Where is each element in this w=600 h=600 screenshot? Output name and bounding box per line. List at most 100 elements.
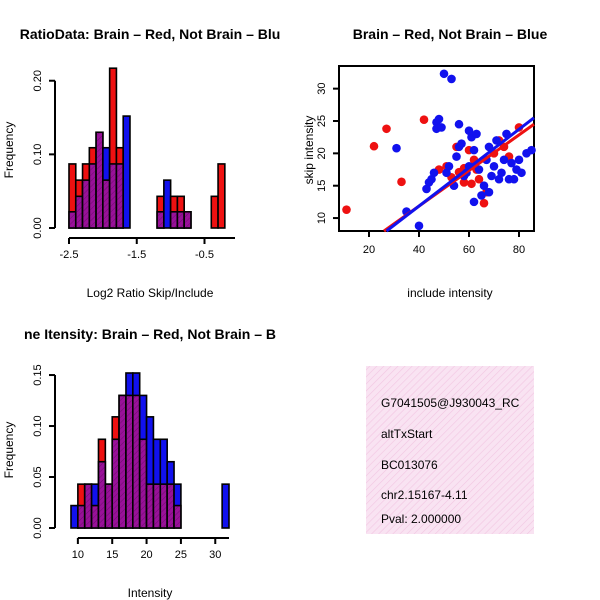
scatter-point-not-brain xyxy=(469,197,479,207)
intensity-x-tick-label: 30 xyxy=(209,549,221,561)
scatter-point-not-brain xyxy=(454,119,464,129)
ratio-x-tick-label: -0.5 xyxy=(195,249,214,261)
scatter-point-not-brain xyxy=(509,174,519,184)
scatter-title: Brain – Red, Not Brain – Blue xyxy=(353,26,548,42)
intensity-bar-overlap-hatch xyxy=(78,506,84,527)
intensity-histogram-bars xyxy=(70,372,230,529)
ratio-y-tick-label: 0.00 xyxy=(32,217,44,238)
scatter-point-not-brain xyxy=(429,168,439,178)
intensity-bar-overlap-hatch xyxy=(113,440,119,527)
scatter-point-not-brain xyxy=(492,136,501,145)
scatter-point-not-brain xyxy=(434,114,444,124)
scatter-point-not-brain xyxy=(517,168,526,178)
ratio-bar-overlap-hatch xyxy=(117,164,123,227)
scatter-point-not-brain xyxy=(514,155,524,165)
ratio-histogram-ylabel: Frequency xyxy=(2,122,16,179)
ratio-y-tick-label: 0.20 xyxy=(32,70,44,91)
intensity-bar-overlap-hatch xyxy=(106,485,112,527)
scatter-point-brain xyxy=(479,198,489,208)
intensity-bar-overlap-hatch xyxy=(175,506,180,527)
scatter-point-not-brain xyxy=(469,145,479,155)
intensity-y-tick-label: 0.00 xyxy=(32,517,44,538)
scatter-point-not-brain xyxy=(447,74,456,84)
scatter-y-tick-label: 30 xyxy=(316,83,328,95)
ratio-x-tick-label: -2.5 xyxy=(60,249,79,261)
intensity-bar-overlap-hatch xyxy=(154,485,160,527)
scatter-point-not-brain xyxy=(457,139,466,148)
ratio-bar-not-brain xyxy=(163,179,172,229)
scatter-point-brain xyxy=(397,177,406,187)
ratio-bar-overlap-hatch xyxy=(110,164,116,227)
scatter-point-brain xyxy=(342,205,351,214)
intensity-bar-overlap-hatch xyxy=(147,485,153,527)
intensity-histogram-panel: ne Itensity: Brain – Red, Not Brain – B … xyxy=(2,326,276,600)
scatter-point-not-brain xyxy=(437,123,446,132)
scatter-points xyxy=(342,69,536,231)
scatter-point-not-brain xyxy=(487,171,496,181)
fit-line-not-brain xyxy=(385,116,535,233)
ratio-bar-brain xyxy=(217,163,226,229)
scatter-point-brain xyxy=(419,115,429,125)
info-box-background xyxy=(366,366,534,534)
intensity-histogram-ylabel: Frequency xyxy=(2,422,16,479)
info-box-panel: G7041505@J930043_RC altTxStart BC013076 … xyxy=(366,366,534,534)
intensity-bar-overlap-hatch xyxy=(92,506,98,527)
scatter-x-tick-label: 60 xyxy=(463,244,475,256)
scatter-point-not-brain xyxy=(507,158,516,168)
intensity-bar-overlap-hatch xyxy=(99,462,105,527)
ratio-bar-overlap-hatch xyxy=(103,181,109,227)
ratio-bar-overlap-hatch xyxy=(83,181,89,227)
intensity-scatter-panel: Brain – Red, Not Brain – Blue 20 40 60 80 10… xyxy=(302,26,547,300)
scatter-x-tick-label: 20 xyxy=(363,244,375,256)
scatter-point-not-brain xyxy=(479,181,489,191)
intensity-x-tick-label: 25 xyxy=(175,549,187,561)
scatter-point-not-brain xyxy=(489,161,499,171)
intensity-histogram-title: ne Itensity: Brain – Red, Not Brain – B xyxy=(24,326,276,342)
scatter-point-not-brain xyxy=(464,126,474,136)
intensity-histogram-axes: 10 15 20 25 30 0.00 0.05 0.10 0.15 xyxy=(32,364,229,561)
scatter-point-brain xyxy=(467,179,476,189)
scatter-x-tick-label: 80 xyxy=(513,244,525,256)
scatter-point-not-brain xyxy=(494,174,504,184)
scatter-y-tick-label: 20 xyxy=(316,147,328,159)
ratio-bar-overlap-hatch xyxy=(178,212,184,227)
intensity-histogram-xlabel: Intensity xyxy=(128,586,173,600)
info-event-type: altTxStart xyxy=(381,427,433,441)
scatter-point-not-brain xyxy=(474,165,484,174)
scatter-ylabel: skip intensity xyxy=(302,116,316,185)
intensity-bar-overlap-hatch xyxy=(120,396,125,527)
scatter-axes: 20 40 60 80 10 15 20 25 30 xyxy=(316,83,525,256)
scatter-point-not-brain xyxy=(497,168,506,178)
ratio-bar-overlap-hatch xyxy=(90,164,96,227)
scatter-x-tick-label: 40 xyxy=(413,244,425,256)
scatter-y-tick-label: 25 xyxy=(316,115,328,127)
scatter-point-not-brain xyxy=(422,184,431,194)
info-locus: chr2.15167-4.11 xyxy=(381,488,468,502)
intensity-y-tick-label: 0.05 xyxy=(32,466,44,487)
ratio-bar-overlap-hatch xyxy=(76,197,82,227)
ratio-bar-overlap-hatch xyxy=(185,212,190,227)
intensity-bar-overlap-hatch xyxy=(168,485,174,527)
ratio-bar-overlap-hatch xyxy=(171,212,177,227)
intensity-y-tick-label: 0.15 xyxy=(32,364,44,385)
intensity-bar-not-brain xyxy=(70,504,79,529)
intensity-x-tick-label: 10 xyxy=(72,549,84,561)
scatter-point-not-brain xyxy=(452,152,461,161)
intensity-bar-overlap-hatch xyxy=(126,396,132,527)
intensity-bar-overlap-hatch xyxy=(161,485,167,527)
ratio-x-tick-label: -1.5 xyxy=(127,249,146,261)
scatter-xlabel: include intensity xyxy=(407,286,492,300)
intensity-bar-overlap-hatch xyxy=(85,485,91,527)
intensity-bar-overlap-hatch xyxy=(140,440,146,527)
ratio-bar-overlap-hatch xyxy=(158,212,163,227)
info-probe-id: G7041505@J930043_RC xyxy=(381,396,520,410)
intensity-x-tick-label: 15 xyxy=(106,549,118,561)
ratio-bar-overlap-hatch xyxy=(70,212,75,227)
scatter-point-not-brain xyxy=(527,145,536,155)
intensity-y-tick-label: 0.10 xyxy=(32,415,44,436)
scatter-point-brain xyxy=(382,124,391,134)
scatter-point-brain xyxy=(459,178,469,187)
scatter-fit-lines xyxy=(383,116,535,233)
scatter-point-not-brain xyxy=(472,129,481,139)
